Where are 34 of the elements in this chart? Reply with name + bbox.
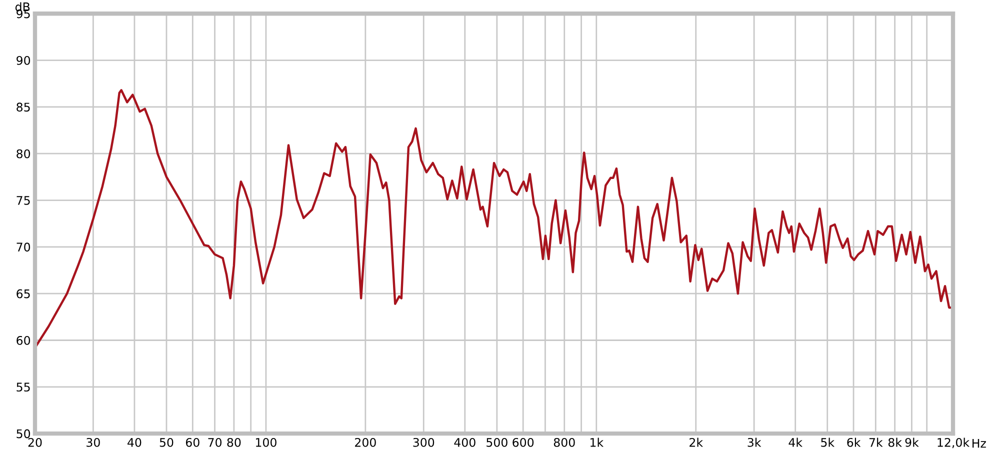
x-tick-label: 600: [512, 438, 534, 447]
x-tick-label: 60: [186, 438, 200, 447]
x-tick-label: 4k: [788, 438, 802, 447]
y-tick-label: 60: [16, 336, 30, 345]
x-tick-label: 2k: [690, 438, 704, 447]
x-tick-label: 5k: [821, 438, 835, 447]
x-tick-label: 30: [86, 438, 100, 447]
y-tick-label: 65: [16, 289, 30, 298]
y-tick-label: 50: [16, 429, 30, 438]
x-tick-label: 300: [413, 438, 434, 447]
x-tick-label: 1k: [590, 438, 604, 447]
x-axis-title: Hz: [972, 438, 986, 448]
y-tick-label: 85: [16, 102, 30, 112]
x-tick-label: 6k: [847, 438, 861, 447]
x-tick-label: 50: [160, 438, 174, 447]
y-tick-label: 70: [16, 242, 30, 252]
y-tick-label: 80: [16, 149, 30, 158]
x-tick-label: 8k: [888, 438, 902, 447]
x-tick-label: 40: [128, 438, 142, 447]
x-tick-label: 80: [227, 438, 241, 447]
x-tick-label: 200: [355, 438, 376, 447]
x-tick-label: 3k: [748, 438, 762, 447]
y-tick-label: 90: [16, 56, 30, 65]
x-tick-label: 800: [554, 438, 575, 447]
x-tick-label: 100: [256, 438, 276, 447]
y-tick-label: 75: [16, 196, 30, 205]
x-tick-label: 70: [208, 438, 222, 447]
x-tick-label: 9k: [905, 438, 919, 447]
x-tick-label: 12,0k: [938, 438, 970, 448]
x-tick-label: 400: [454, 438, 476, 447]
y-tick-label: 55: [16, 382, 30, 392]
x-tick-label: 20: [28, 438, 42, 447]
x-tick-label: 7k: [869, 438, 883, 447]
x-tick-label: 500: [486, 438, 508, 447]
